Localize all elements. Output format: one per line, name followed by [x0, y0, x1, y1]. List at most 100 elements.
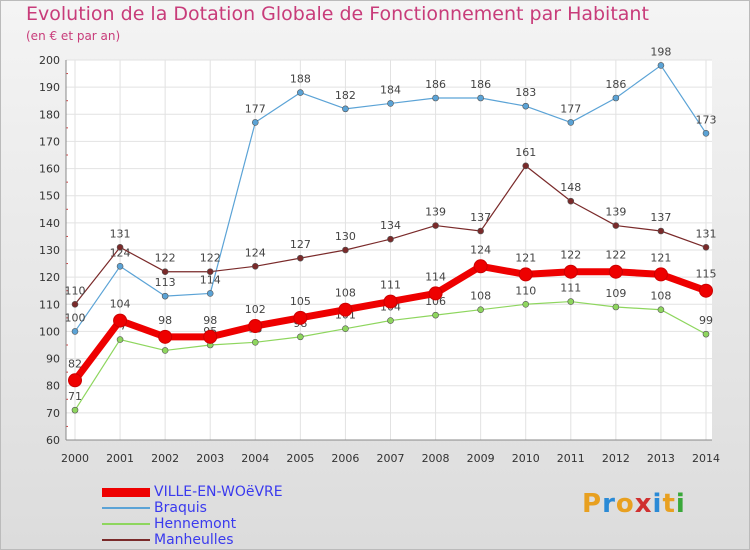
data-label: 177: [245, 102, 266, 115]
data-point: [248, 319, 263, 333]
data-point: [563, 264, 578, 279]
data-point: [161, 292, 169, 300]
data-point: [297, 89, 304, 96]
data-point: [522, 102, 530, 110]
legend-label: Braquis: [154, 500, 207, 516]
data-point: [567, 197, 575, 205]
data-label: 139: [425, 206, 446, 219]
data-label: 186: [470, 78, 491, 91]
data-label: 124: [470, 243, 491, 256]
x-tick-label: 2014: [692, 452, 720, 465]
data-point: [477, 227, 484, 235]
data-point: [251, 262, 259, 270]
data-point: [702, 243, 710, 251]
data-label: 186: [605, 78, 626, 91]
data-label: 105: [290, 295, 311, 308]
legend-swatch: [102, 523, 150, 525]
legend-swatch: [102, 488, 150, 497]
data-label: 109: [605, 287, 626, 300]
data-label: 122: [560, 249, 581, 262]
y-tick-label: 190: [39, 81, 60, 94]
data-point: [297, 333, 304, 341]
data-point: [432, 222, 439, 229]
data-label: 82: [68, 357, 82, 370]
data-point: [612, 94, 620, 102]
legend-item: Manheulles: [102, 532, 322, 548]
data-label: 127: [290, 238, 311, 251]
data-label: 122: [200, 252, 221, 265]
data-point: [608, 264, 623, 279]
data-label: 183: [515, 86, 536, 99]
data-label: 113: [155, 276, 176, 289]
data-label: 137: [470, 211, 491, 224]
data-label: 114: [425, 270, 446, 283]
data-label: 186: [425, 78, 446, 91]
data-label: 134: [380, 219, 401, 232]
data-point: [342, 105, 349, 113]
chart-title: Evolution de la Dotation Globale de Fonc…: [26, 3, 649, 25]
data-label: 115: [696, 268, 717, 281]
y-tick-label: 170: [39, 135, 60, 148]
data-point: [116, 336, 124, 343]
data-point: [387, 317, 394, 324]
data-point: [338, 302, 353, 317]
data-point: [342, 246, 349, 254]
data-label: 71: [68, 390, 82, 403]
data-point: [518, 267, 533, 282]
data-label: 148: [560, 181, 581, 194]
data-point: [653, 267, 668, 282]
x-tick-label: 2010: [512, 452, 540, 465]
y-tick-label: 110: [39, 298, 60, 311]
data-point: [702, 330, 710, 338]
data-label: 111: [560, 282, 581, 295]
y-tick-label: 150: [39, 190, 60, 203]
data-label: 108: [470, 290, 491, 303]
data-point: [612, 222, 620, 229]
data-point: [206, 290, 214, 297]
data-point: [113, 313, 128, 328]
data-point: [71, 300, 79, 308]
logo-letter: x: [634, 489, 653, 519]
legend-swatch: [102, 539, 150, 541]
data-point: [293, 310, 308, 325]
logo-letter: r: [602, 489, 616, 519]
x-tick-label: 2013: [647, 452, 675, 465]
legend-item: Hennemont: [102, 516, 322, 532]
legend-swatch: [102, 507, 150, 509]
y-tick-label: 60: [46, 434, 60, 447]
data-point: [387, 235, 394, 243]
x-tick-label: 2009: [467, 452, 495, 465]
data-point: [387, 100, 394, 107]
x-tick-label: 2005: [286, 452, 314, 465]
data-point: [428, 286, 443, 301]
data-point: [432, 311, 439, 319]
data-point: [71, 406, 79, 414]
data-label: 104: [110, 298, 131, 311]
y-tick-label: 80: [46, 380, 60, 393]
data-label: 110: [515, 284, 536, 297]
data-label: 182: [335, 89, 356, 102]
data-point: [657, 227, 665, 235]
data-point: [116, 243, 124, 251]
data-label: 98: [203, 314, 217, 327]
data-label: 121: [515, 251, 536, 264]
data-label: 110: [65, 284, 86, 297]
x-tick-label: 2000: [61, 452, 89, 465]
data-point: [702, 129, 710, 137]
x-tick-label: 2001: [106, 452, 134, 465]
data-label: 139: [605, 206, 626, 219]
data-point: [383, 294, 398, 309]
logo-letter: o: [615, 489, 635, 519]
data-label: 102: [245, 303, 266, 316]
logo-letter: P: [582, 489, 603, 519]
logo-letter: i: [675, 489, 686, 519]
data-point: [699, 283, 713, 298]
data-point: [567, 119, 575, 126]
legend-label: VILLE-EN-WOëVRE: [154, 484, 283, 500]
y-tick-label: 160: [39, 163, 60, 176]
data-point: [432, 94, 439, 102]
y-tick-label: 70: [46, 407, 60, 420]
data-label: 122: [155, 252, 176, 265]
data-label: 108: [335, 287, 356, 300]
data-label: 131: [696, 227, 717, 240]
